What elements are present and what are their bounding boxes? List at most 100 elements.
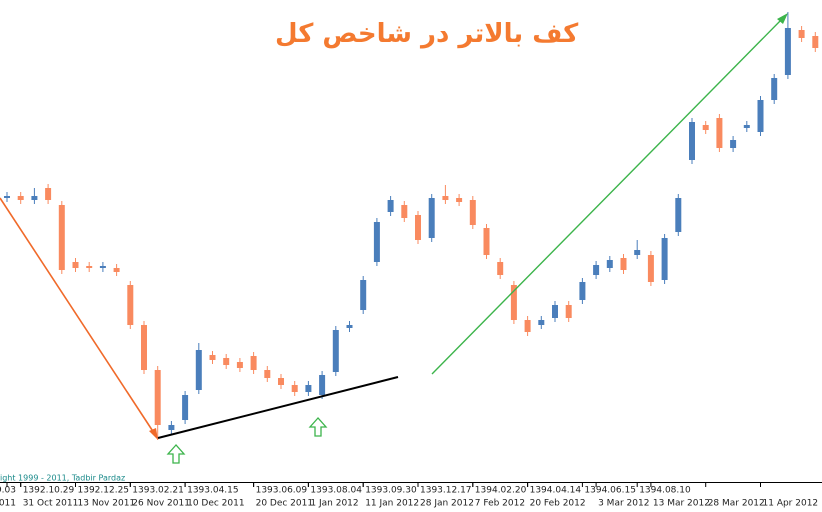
candle-body [483,228,490,255]
candle-body [209,355,216,360]
trend-line-down [0,197,157,437]
candle-body [373,222,380,262]
candle-body [401,205,408,218]
up-arrow-icon [166,444,186,464]
candle-body [31,196,38,200]
x-tick-label: 1 Jan 2012 [310,499,358,509]
x-tick-label: 1392.10.29 [23,486,75,496]
candle-body [113,268,120,272]
candle-body [17,196,24,200]
x-tick-label: 26 Nov 2011 [132,499,190,509]
candle-body [195,350,202,390]
candle-body [565,305,572,318]
arrow-head [777,13,788,24]
candle-body [332,330,339,372]
x-tick-label: 1394.02.20 [475,486,527,496]
candle-body [524,320,531,332]
candle-body [812,36,819,48]
candle-body [798,30,805,38]
candle-body [264,370,271,378]
x-tick-label: 28 Mar 2012 [708,499,765,509]
candle-body [689,122,695,160]
candle-body [634,250,641,255]
candle-body [127,285,134,325]
candles [4,12,819,440]
candle-body [647,255,654,282]
candle-body [250,356,257,370]
x-tick-label: 13 Nov 2011 [78,499,136,509]
x-tick-label: 1393.04.15 [187,486,239,496]
candle-body [141,325,147,370]
candle-body [223,358,230,365]
copyright: ight 1999 - 2011, Tadbir Pardaz [0,474,125,483]
candle-body [497,262,504,275]
x-tick-label: 1394.04.14 [530,486,582,496]
candle-body [469,200,476,225]
candle-body [757,100,764,132]
candle-body [99,266,106,268]
candle-body [387,200,394,212]
candle-body [58,205,65,270]
candle-body [538,320,545,325]
x-tick-label: 10 Dec 2011 [187,499,245,509]
candle-body [784,28,791,75]
trend-line-up [431,16,785,375]
x-tick-label: 1393.09.30 [365,486,417,496]
candle-body [154,370,161,425]
candle-body [86,266,93,268]
candle-body [346,325,353,328]
candle-body [442,196,449,200]
candle-body [552,305,558,318]
candle-body [72,262,79,268]
up-arrow-icon [308,417,328,437]
candle-body [661,238,668,280]
support-line [157,376,399,439]
candle-body [579,282,586,300]
candle-body [305,385,312,392]
x-tick-label: 20 Dec 2011 [256,499,314,509]
x-tick-label: 13 Mar 2012 [653,499,710,509]
x-tick-label: 28 Jan 2012 [420,499,474,509]
candle-body [182,395,189,420]
candle-body [510,285,517,320]
candle-body [606,260,613,268]
candle-body [291,385,298,392]
x-tick-label: 1393.12.17 [420,486,472,496]
candle-body [675,198,682,232]
x-tick-label: 1394.08.10 [639,486,691,496]
x-tick-label: 31 Oct 2011 [23,499,79,509]
candle-body [743,125,750,128]
x-tick-label: 11 Apr 2012 [763,499,819,509]
candle-body [702,125,709,130]
candle-body [168,425,175,430]
x-tick-label: 1393.06.09 [256,486,308,496]
x-tick-label: 1393.02.21 [132,486,184,496]
candle-body [771,78,778,100]
x-tick-label: 20 Feb 2012 [530,499,586,509]
x-tick-label: 2011 [0,499,16,509]
candle-body [593,265,600,275]
chart-title: کف بالاتر در شاخص کل [275,19,579,49]
candle-body [236,362,243,368]
x-tick-label: 9.03 [0,486,16,496]
candle-body [4,196,10,198]
x-tick-label: 1394.06.15 [584,486,636,496]
x-tick-label: 11 Jan 2012 [365,499,419,509]
arrow-head [149,428,158,440]
x-tick-label: 7 Feb 2012 [475,499,525,509]
candle-body [360,280,367,310]
candle-body [716,118,723,148]
candle-body [45,188,52,200]
x-tick-label: 3 Mar 2012 [598,499,649,509]
x-tick-label: 1393.08.04 [310,486,362,496]
candle-body [278,378,284,385]
x-tick-label: 1392.12.25 [78,486,130,496]
candle-body [428,198,435,238]
candle-body [620,258,627,270]
candle-body [730,140,737,148]
candle-body [319,375,326,395]
candle-body [415,215,421,240]
candle-body [456,198,463,202]
